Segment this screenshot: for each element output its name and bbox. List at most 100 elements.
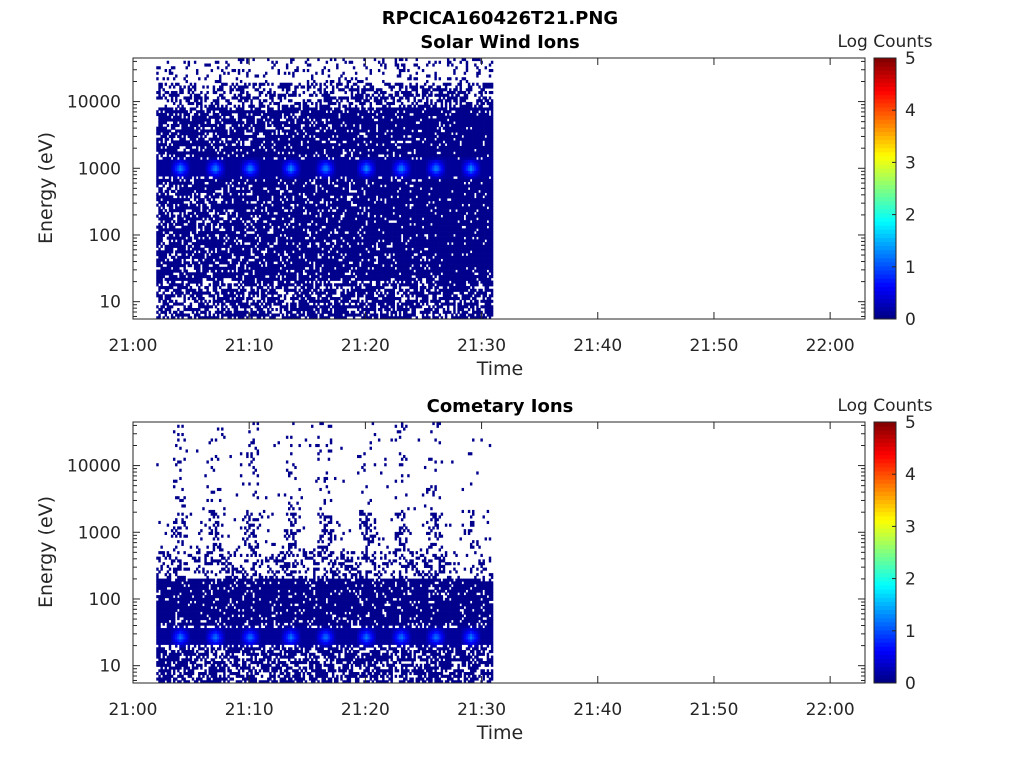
- heatmap-cell: [170, 217, 174, 221]
- heatmap-cell: [218, 156, 222, 161]
- heatmap-cell: [241, 189, 245, 193]
- heatmap-cell: [193, 184, 197, 188]
- heatmap-cell: [202, 184, 205, 188]
- heatmap-cell: [187, 134, 191, 139]
- heatmap-cell: [248, 236, 251, 240]
- heatmap-cell: [233, 140, 237, 144]
- heatmap-cell: [250, 313, 253, 317]
- heatmap-cell: [275, 184, 278, 188]
- heatmap-cell: [212, 110, 216, 114]
- heatmap-cell: [218, 143, 222, 147]
- heatmap-cell: [233, 302, 237, 306]
- heatmap-cell: [281, 269, 285, 273]
- heatmap-cell: [239, 225, 243, 229]
- heatmap-cell: [183, 121, 186, 125]
- heatmap-cell: [262, 266, 266, 270]
- heatmap-cell: [290, 181, 293, 185]
- heatmap-cell: [275, 228, 278, 232]
- heatmap-cell: [250, 176, 253, 180]
- heatmap-cell: [210, 255, 214, 259]
- heatmap-cell: [200, 189, 203, 193]
- heatmap-cell: [306, 121, 310, 125]
- heatmap-cell: [193, 195, 197, 199]
- heatmap-cell: [313, 187, 316, 191]
- heatmap-cell: [267, 236, 270, 240]
- heatmap-cell: [275, 250, 278, 254]
- heatmap-cell: [225, 288, 228, 292]
- heatmap-cell: [246, 247, 249, 251]
- heatmap-cell: [306, 107, 310, 111]
- heatmap-cell: [292, 173, 295, 177]
- heatmap-cell: [156, 283, 159, 287]
- heatmap-cell: [262, 313, 266, 317]
- heatmap-cell: [260, 211, 264, 215]
- heatmap-cell: [185, 217, 188, 221]
- heatmap-cell: [267, 206, 270, 210]
- heatmap-cell: [290, 132, 293, 136]
- heatmap-cell: [204, 77, 207, 81]
- heatmap-cell: [200, 187, 203, 191]
- heatmap-cell: [267, 233, 270, 237]
- heatmap-cell: [175, 275, 178, 279]
- heatmap-cell: [311, 286, 314, 290]
- heatmap-cell: [208, 148, 211, 152]
- heatmap-cell: [285, 255, 289, 259]
- heatmap-cell: [212, 313, 216, 317]
- heatmap-cell: [187, 277, 191, 281]
- heatmap-cell: [168, 283, 172, 287]
- heatmap-cell: [216, 101, 220, 106]
- heatmap-cell: [210, 181, 214, 185]
- heatmap-cell: [306, 220, 310, 224]
- heatmap-cell: [191, 217, 195, 221]
- heatmap-cell: [229, 195, 232, 199]
- heatmap-cell: [191, 310, 195, 314]
- heatmap-cell: [244, 211, 247, 215]
- heatmap-cell: [254, 132, 257, 136]
- heatmap-cell: [252, 184, 255, 188]
- heatmap-cell: [185, 308, 188, 312]
- heatmap-cell: [214, 291, 218, 295]
- heatmap-cell: [275, 137, 278, 141]
- heatmap-cell: [164, 253, 168, 257]
- heatmap-cell: [212, 159, 216, 163]
- heatmap-cell: [233, 220, 237, 224]
- heatmap-cell: [298, 107, 301, 111]
- heatmap-cell: [195, 68, 199, 73]
- heatmap-cell: [317, 228, 320, 232]
- heatmap-cell: [298, 165, 301, 169]
- heatmap-cell: [244, 239, 247, 243]
- heatmap-cell: [208, 181, 211, 185]
- heatmap-cell: [204, 173, 207, 177]
- heatmap-cell: [179, 310, 182, 314]
- heatmap-cell: [185, 242, 188, 246]
- heatmap-cell: [162, 214, 165, 218]
- heatmap-cell: [223, 250, 226, 254]
- heatmap-cell: [227, 299, 230, 303]
- heatmap-cell: [227, 231, 230, 235]
- heatmap-cell: [315, 275, 318, 279]
- heatmap-cell: [262, 283, 266, 287]
- heatmap-cell: [271, 82, 274, 86]
- heatmap-cell: [262, 294, 266, 298]
- heatmap-cell: [166, 178, 170, 182]
- heatmap-cell: [248, 233, 251, 237]
- heatmap-cell: [288, 217, 291, 221]
- heatmap-cell: [246, 181, 249, 185]
- heatmap-cell: [306, 156, 310, 161]
- heatmap-cell: [175, 156, 178, 161]
- heatmap-cell: [183, 123, 186, 128]
- heatmap-cell: [269, 217, 272, 221]
- heatmap-cell: [296, 181, 299, 185]
- heatmap-cell: [162, 107, 165, 111]
- heatmap-cell: [164, 288, 168, 292]
- heatmap-cell: [311, 283, 314, 287]
- heatmap-cell: [218, 170, 222, 174]
- heatmap-cell: [262, 195, 266, 199]
- heatmap-cell: [237, 154, 241, 158]
- heatmap-cell: [170, 151, 174, 155]
- heatmap-cell: [302, 261, 306, 265]
- heatmap-cell: [227, 217, 230, 221]
- heatmap-cell: [317, 291, 320, 295]
- heatmap-cell: [279, 217, 283, 221]
- heatmap-cell: [179, 250, 182, 254]
